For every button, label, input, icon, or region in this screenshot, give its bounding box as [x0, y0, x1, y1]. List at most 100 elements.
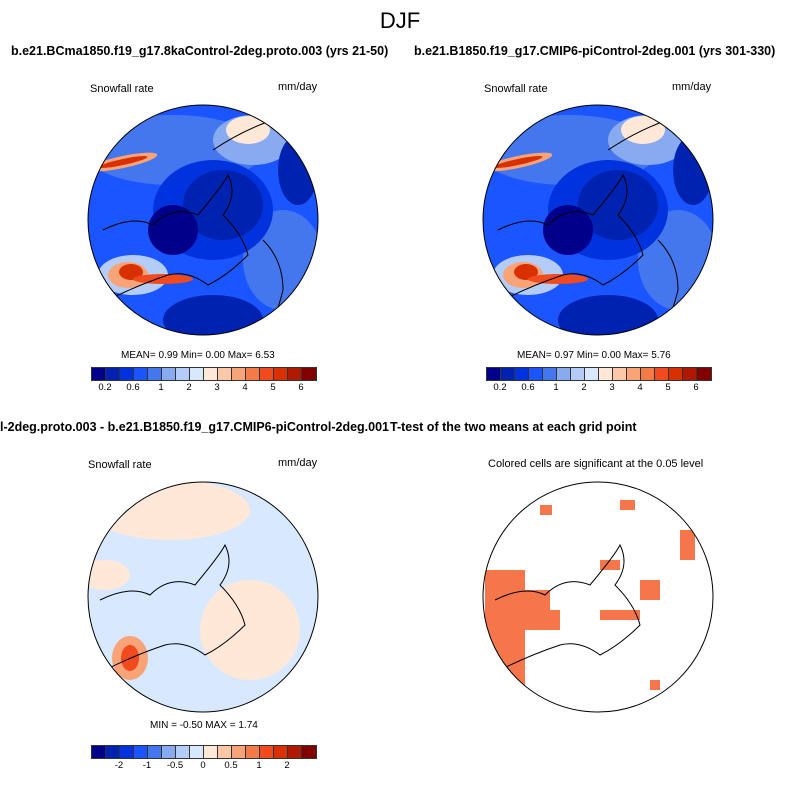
colorbar-box [501, 368, 515, 380]
panel-1-stats: MEAN= 0.99 Min= 0.00 Max= 6.53 [121, 350, 275, 361]
colorbar-tick-label: 2 [186, 382, 192, 393]
colorbar-box [148, 368, 162, 380]
colorbar-box [134, 368, 148, 380]
colorbar-box [571, 368, 585, 380]
colorbar-box [176, 368, 190, 380]
panel-1-units: mm/day [278, 81, 318, 93]
colorbar-box [683, 368, 697, 380]
colorbar-box [697, 368, 711, 380]
colorbar-tick-label: 0.6 [521, 382, 535, 393]
colorbar-box [246, 368, 260, 380]
colorbar-tick-label: 1 [553, 382, 559, 393]
colorbar-tick-label: 6 [298, 382, 304, 393]
colorbar-tick-label: 1 [158, 382, 164, 393]
map-panel-4-ttest [483, 482, 713, 712]
colorbar-box [92, 368, 106, 380]
significant-cell [680, 530, 695, 560]
colorbar-box [232, 746, 246, 758]
colorbar-panel-2 [486, 367, 712, 381]
colorbar-tick-label: 2 [581, 382, 587, 393]
colorbar-box [120, 368, 134, 380]
panel-3-stats: MIN = -0.50 MAX = 1.74 [150, 720, 258, 731]
colorbar-box [585, 368, 599, 380]
colorbar-box [627, 368, 641, 380]
colorbar-tick-label: -1 [142, 760, 152, 771]
colorbar-box [106, 368, 120, 380]
colorbar-tick-label: 5 [270, 382, 276, 393]
colorbar-tick-label: 2 [284, 760, 290, 771]
panel-2-left-label: Snowfall rate [484, 83, 548, 95]
map-panel-2-border [482, 104, 714, 336]
colorbar-box [260, 368, 274, 380]
colorbar-box [487, 368, 501, 380]
significant-cell [640, 580, 660, 600]
map-panel-3-difference [88, 482, 318, 712]
colorbar-tick-label: 0.5 [224, 760, 238, 771]
colorbar-box [599, 368, 613, 380]
significant-cell [540, 610, 560, 630]
colorbar-box [204, 368, 218, 380]
colorbar-box [641, 368, 655, 380]
colorbar-box [204, 746, 218, 758]
panel-3-title: b.e21.BCma1850.f19_g17.8kaControl-2deg.p… [0, 420, 389, 434]
panel-4-title: T-test of the two means at each grid poi… [390, 420, 637, 434]
panel-3-title-wrap: b.e21.BCma1850.f19_g17.8kaControl-2deg.p… [0, 420, 389, 434]
colorbar-tick-label: 3 [214, 382, 220, 393]
colorbar-box [302, 746, 316, 758]
colorbar-box [515, 368, 529, 380]
colorbar-tick-label: 0 [200, 760, 206, 771]
colorbar-box [120, 746, 134, 758]
colorbar-box [529, 368, 543, 380]
colorbar-tick-label: -2 [114, 760, 124, 771]
significant-cell [485, 570, 525, 690]
colorbar-box [302, 368, 316, 380]
colorbar-box [148, 746, 162, 758]
colorbar-panel-1 [91, 367, 317, 381]
colorbar-box [613, 368, 627, 380]
colorbar-box [288, 368, 302, 380]
colorbar-tick-label: 0.2 [493, 382, 507, 393]
colorbar-box [218, 368, 232, 380]
map-panel-1-border [87, 104, 319, 336]
colorbar-box [232, 368, 246, 380]
colorbar-box [246, 746, 260, 758]
colorbar-box [557, 368, 571, 380]
colorbar-tick-label: 5 [665, 382, 671, 393]
colorbar-tick-label: 1 [256, 760, 262, 771]
colorbar-panel-3 [91, 745, 317, 759]
colorbar-tick-label: 6 [693, 382, 699, 393]
colorbar-box [543, 368, 557, 380]
colorbar-tick-label: 4 [242, 382, 248, 393]
significant-cell [500, 700, 530, 712]
panel-3-units: mm/day [278, 457, 318, 469]
colorbar-tick-label: 0.6 [126, 382, 140, 393]
colorbar-box [162, 368, 176, 380]
map-panel-3-border [87, 481, 319, 713]
panel-1-left-label: Snowfall rate [90, 83, 154, 95]
colorbar-box [288, 746, 302, 758]
panel-4-subtitle: Colored cells are significant at the 0.0… [488, 458, 704, 470]
significant-cell [650, 680, 660, 690]
colorbar-tick-label: 4 [637, 382, 643, 393]
panel-2-title: b.e21.B1850.f19_g17.CMIP6-piControl-2deg… [414, 44, 776, 58]
colorbar-box [92, 746, 106, 758]
panel-2-units: mm/day [672, 81, 712, 93]
colorbar-box [106, 746, 120, 758]
panel-2-stats: MEAN= 0.97 Min= 0.00 Max= 5.76 [517, 350, 671, 361]
colorbar-box [655, 368, 669, 380]
significant-cell [620, 500, 635, 510]
panel-3-left-label: Snowfall rate [88, 459, 152, 471]
significant-cell [540, 505, 552, 515]
colorbar-box [190, 746, 204, 758]
figure-title: DJF [379, 8, 421, 33]
colorbar-box [260, 746, 274, 758]
colorbar-box [162, 746, 176, 758]
colorbar-box [274, 368, 288, 380]
colorbar-tick-label: 0.2 [98, 382, 112, 393]
colorbar-tick-label: 3 [609, 382, 615, 393]
map-panel-4-border [482, 481, 714, 713]
colorbar-box [669, 368, 683, 380]
colorbar-box [218, 746, 232, 758]
